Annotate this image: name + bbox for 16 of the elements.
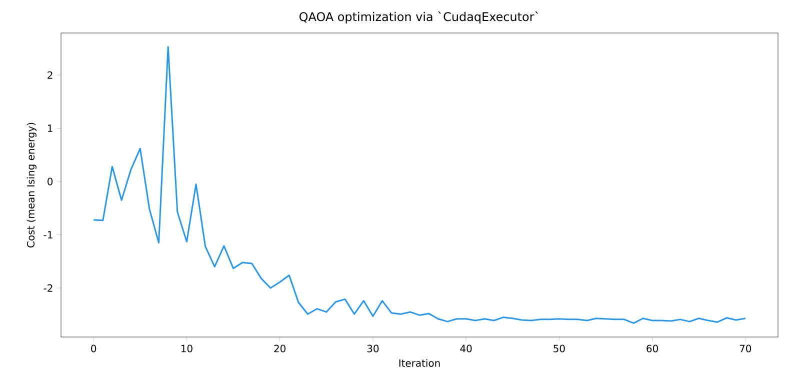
y-tick-label: 1 [48,124,52,132]
x-axis-title: Iteration [399,359,440,367]
x-tick-label: 50 [554,344,565,352]
x-tick-label: 30 [367,344,379,352]
x-tick-label: 0 [91,344,96,352]
x-tick-label: 70 [740,344,752,352]
x-tick-label: 60 [646,344,658,352]
x-tick-label: 10 [181,344,192,352]
chart-title: QAOA optimization via `CudaqExecutor` [300,11,538,24]
y-axis-title: Cost (mean Ising energy) [26,122,36,248]
y-tick-label: 0 [48,178,53,186]
y-tick-label: 2 [48,71,52,79]
x-tick-label: 20 [274,344,286,352]
y-tick-label: -2 [44,284,52,292]
x-tick-label: 40 [460,344,472,352]
y-tick-label: -1 [44,231,52,238]
